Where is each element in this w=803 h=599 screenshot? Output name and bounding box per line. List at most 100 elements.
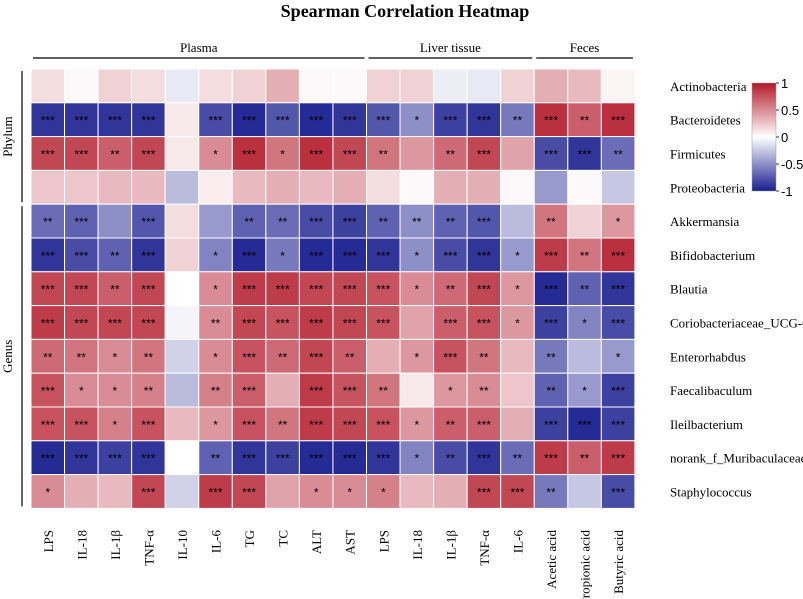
heatmap-cell (366, 169, 401, 205)
heatmap-cell (600, 68, 636, 104)
significance-label: ** (144, 384, 154, 398)
heatmap-cell (64, 68, 99, 104)
significance-label: *** (74, 114, 88, 128)
significance-label: ** (43, 215, 53, 229)
significance-label: ** (379, 384, 389, 398)
heatmap-cell (399, 305, 435, 340)
heatmap-cell (533, 271, 569, 307)
heatmap-cell (298, 440, 334, 476)
heatmap-cell (433, 372, 468, 408)
significance-label: * (414, 114, 419, 128)
significance-label: *** (443, 350, 457, 364)
heatmap-cell (231, 372, 267, 408)
heatmap-cell (198, 305, 233, 340)
heatmap-cell (500, 372, 535, 408)
significance-label: *** (343, 317, 357, 331)
heatmap-cell (30, 68, 66, 104)
heatmap-cell (567, 102, 602, 138)
column-label: TC (276, 530, 291, 547)
column-groups: Plasma Liver tissue Feces (33, 40, 633, 59)
significance-label: *** (41, 452, 55, 466)
heatmap-cell (64, 372, 99, 408)
heatmap-cell (164, 169, 200, 205)
significance-label: * (213, 418, 218, 432)
significance-label: *** (343, 148, 357, 162)
significance-label: ** (211, 317, 221, 331)
significance-label: *** (242, 350, 256, 364)
heatmap-cell (64, 237, 99, 273)
significance-label: *** (544, 317, 558, 331)
significance-label: *** (74, 317, 88, 331)
heatmap-cell (433, 136, 468, 171)
significance-label: *** (343, 418, 357, 432)
significance-label: *** (443, 317, 457, 331)
significance-label: * (414, 452, 419, 466)
significance-label: *** (242, 283, 256, 297)
significance-label: ** (479, 350, 489, 364)
significance-label: * (347, 486, 352, 500)
heatmap-cell (433, 474, 468, 509)
significance-label: * (213, 249, 218, 263)
significance-label: * (113, 418, 118, 432)
significance-label: *** (309, 215, 323, 229)
heatmap-cell (399, 169, 435, 205)
significance-label: * (448, 384, 453, 398)
significance-label: * (213, 350, 218, 364)
significance-label: *** (242, 418, 256, 432)
significance-label: * (113, 384, 118, 398)
significance-label: ** (211, 384, 221, 398)
significance-label: *** (309, 452, 323, 466)
color-legend-tick-label: 0 (781, 130, 788, 145)
significance-label: *** (209, 486, 223, 500)
heatmap-cell (131, 305, 166, 340)
significance-label: * (414, 283, 419, 297)
heatmap-cell (433, 169, 468, 205)
significance-label: *** (276, 452, 290, 466)
heatmap-cell (533, 102, 569, 138)
heatmap-cell (198, 271, 233, 307)
significance-label: ** (278, 215, 288, 229)
row-group-label: Genus (0, 340, 15, 373)
heatmap-cell (131, 440, 166, 476)
heatmap-cell (64, 136, 99, 171)
heatmap-cell (500, 474, 535, 509)
significance-label: * (314, 486, 319, 500)
heatmap-cell (97, 169, 133, 205)
significance-label: *** (41, 249, 55, 263)
heatmap-cell (131, 136, 166, 171)
heatmap-cell (265, 474, 300, 509)
heatmap-cell (265, 271, 300, 307)
column-label: IL-6 (510, 530, 525, 554)
row-label: Akkermansia (670, 214, 740, 229)
heatmap-cell (600, 203, 636, 239)
significance-label: ** (379, 215, 389, 229)
significance-label: *** (74, 418, 88, 432)
heatmap-cell (399, 68, 435, 104)
significance-label: ** (580, 452, 590, 466)
heatmap-cell (332, 136, 368, 171)
significance-label: *** (343, 384, 357, 398)
heatmap-cell (399, 440, 435, 476)
significance-label: ** (412, 215, 422, 229)
heatmap-cell (500, 271, 535, 307)
heatmap-cell (500, 440, 535, 476)
significance-label: *** (41, 317, 55, 331)
heatmap-cell (30, 338, 66, 374)
significance-label: ** (546, 384, 556, 398)
significance-label: ** (479, 384, 489, 398)
row-label: Staphylococcus (670, 485, 752, 500)
significance-label: ** (244, 215, 254, 229)
heatmap-cell (399, 102, 435, 138)
heatmap-cell (533, 68, 569, 104)
heatmap-cell (600, 406, 636, 442)
heatmap-cell (164, 305, 200, 340)
significance-label: *** (611, 452, 625, 466)
significance-label: * (582, 384, 587, 398)
significance-label: ** (546, 215, 556, 229)
heatmap-cell (97, 440, 133, 476)
heatmap-cell (298, 203, 334, 239)
heatmap-cell (97, 203, 133, 239)
heatmap-cell (97, 372, 133, 408)
heatmap-cell (366, 338, 401, 374)
heatmap-cell (500, 203, 535, 239)
